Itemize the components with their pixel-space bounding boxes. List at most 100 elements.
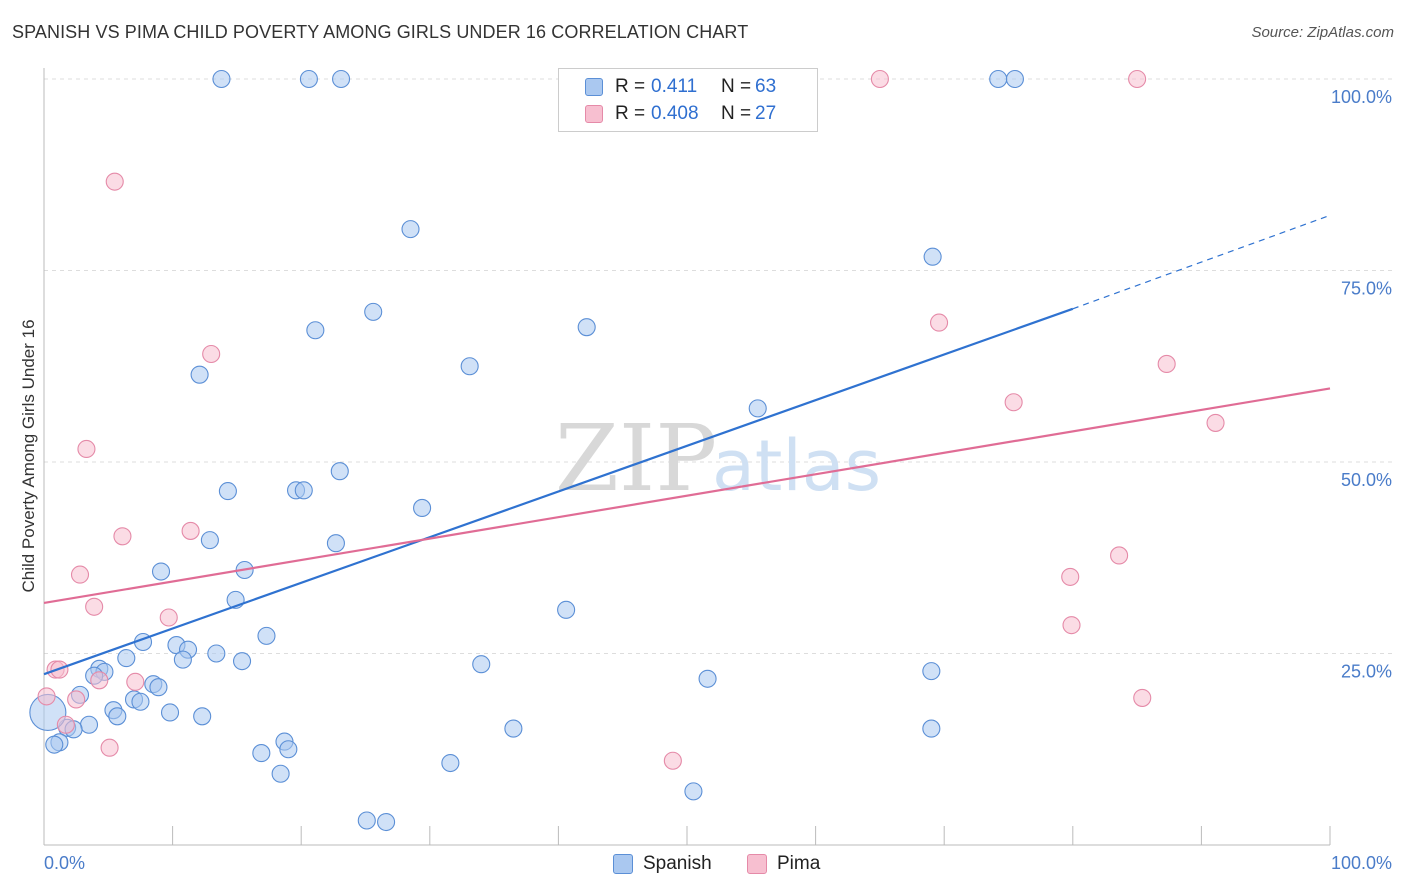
spanish-point-12: [748, 399, 767, 418]
watermark: ZIP atlas: [555, 405, 881, 512]
spanish-point-1: [299, 69, 318, 89]
pima-point-12: [70, 565, 90, 584]
spanish-point-62: [377, 812, 396, 832]
pima-point-16: [1062, 616, 1081, 635]
spanish-point-52: [504, 719, 523, 738]
pima-point-6: [1004, 393, 1023, 412]
pima-trend-line: [43, 387, 1331, 605]
legend-r-value: 0.408: [651, 103, 699, 124]
pima-point-3: [930, 313, 949, 332]
spanish-point-3: [989, 69, 1008, 89]
spanish-point-8: [306, 321, 325, 340]
spanish-point-30: [173, 650, 192, 669]
pima-point-5: [1157, 354, 1176, 374]
x-tick-label-max: 100.0%: [1331, 853, 1392, 873]
spanish-point-23: [557, 600, 576, 619]
bottom-legend-label-pima: Pima: [777, 853, 821, 874]
legend-row-spanish: R = 0.411 N = 63: [585, 75, 776, 99]
spanish-point-14: [218, 482, 237, 501]
spanish-point-17: [413, 498, 432, 518]
spanish-point-19: [326, 534, 345, 553]
spanish-point-46: [108, 707, 127, 726]
spanish-point-54: [45, 735, 64, 754]
spanish-point-18: [200, 531, 219, 550]
spanish-point-59: [271, 764, 290, 783]
legend-n-value: 63: [755, 76, 777, 97]
spanish-point-31: [232, 652, 252, 671]
axes-layer: 25.0% 50.0% 75.0% 100.0%: [43, 68, 1392, 846]
pima-point-13: [1061, 567, 1080, 586]
chart-title: SPANISH VS PIMA CHILD POVERTY AMONG GIRL…: [12, 22, 749, 42]
spanish-point-13: [330, 462, 349, 481]
legend-r-label: R =: [615, 103, 646, 124]
spanish-trend-extension: [1072, 214, 1331, 310]
pima-point-9: [181, 521, 200, 540]
grid-layer: [44, 78, 1392, 654]
y-tick-label: 50.0%: [1341, 470, 1392, 490]
spanish-trend-line: [43, 307, 1074, 676]
pima-point-0: [870, 69, 889, 89]
bottom-legend-swatch-spanish: [613, 854, 633, 874]
pima-point-25: [100, 738, 119, 757]
spanish-point-10: [460, 357, 479, 376]
x-tick-label-min: 0.0%: [44, 853, 85, 873]
pima-point-11: [1110, 546, 1129, 565]
pima-point-22: [37, 687, 56, 706]
points-layer: [29, 69, 1225, 832]
legend-swatch-pima: [585, 105, 603, 123]
correlation-legend: R = 0.411 N = 63 R = 0.408 N = 27: [558, 68, 818, 132]
spanish-point-0: [212, 69, 231, 89]
spanish-point-5: [401, 220, 420, 239]
source-label: Source: ZipAtlas.com: [1251, 24, 1394, 41]
spanish-point-36: [698, 669, 717, 688]
spanish-point-45: [193, 707, 212, 726]
bottom-legend-label-spanish: Spanish: [643, 853, 712, 874]
pima-point-7: [1206, 413, 1225, 432]
legend-n-label: N =: [721, 76, 752, 97]
spanish-point-20: [151, 562, 171, 581]
spanish-point-44: [160, 703, 180, 722]
spanish-point-32: [472, 655, 491, 674]
pima-point-10: [113, 527, 132, 546]
y-tick-label: 25.0%: [1341, 662, 1392, 682]
spanish-point-7: [364, 302, 383, 321]
pima-point-8: [77, 439, 96, 459]
spanish-point-6: [923, 247, 942, 266]
pima-point-1: [1128, 69, 1147, 89]
y-tick-label: 75.0%: [1341, 279, 1392, 299]
legend-n-label: N =: [721, 103, 752, 124]
legend-swatch-spanish: [585, 78, 603, 96]
pima-point-24: [56, 715, 75, 734]
spanish-point-51: [922, 719, 941, 738]
spanish-point-2: [332, 69, 351, 89]
spanish-point-4: [1005, 69, 1024, 89]
bottom-legend-swatch-pima: [747, 854, 767, 874]
legend-r-label: R =: [615, 76, 646, 97]
spanish-point-9: [577, 318, 596, 337]
trend-lines-layer: [43, 214, 1331, 676]
spanish-point-16: [294, 481, 313, 500]
spanish-point-39: [149, 678, 168, 697]
legend-r-value: 0.411: [651, 76, 698, 97]
spanish-point-47: [79, 715, 99, 734]
watermark-zip: ZIP: [555, 405, 717, 512]
pima-point-23: [67, 690, 86, 709]
spanish-point-57: [252, 744, 271, 763]
spanish-point-37: [922, 662, 941, 681]
pima-point-20: [126, 672, 145, 691]
bottom-legend-pima: Pima: [747, 853, 820, 875]
pima-point-14: [85, 597, 104, 616]
pima-point-2: [105, 172, 124, 191]
spanish-point-56: [279, 740, 298, 759]
spanish-point-29: [117, 649, 136, 668]
pima-point-19: [90, 671, 109, 690]
pima-point-4: [202, 344, 221, 364]
y-axis-label: Child Poverty Among Girls Under 16: [19, 319, 38, 592]
spanish-point-61: [357, 811, 376, 830]
bottom-legend-spanish: Spanish: [613, 853, 712, 875]
watermark-atlas: atlas: [712, 425, 881, 507]
pima-point-26: [663, 751, 682, 770]
legend-n-value: 27: [755, 103, 777, 124]
spanish-point-11: [190, 365, 209, 384]
